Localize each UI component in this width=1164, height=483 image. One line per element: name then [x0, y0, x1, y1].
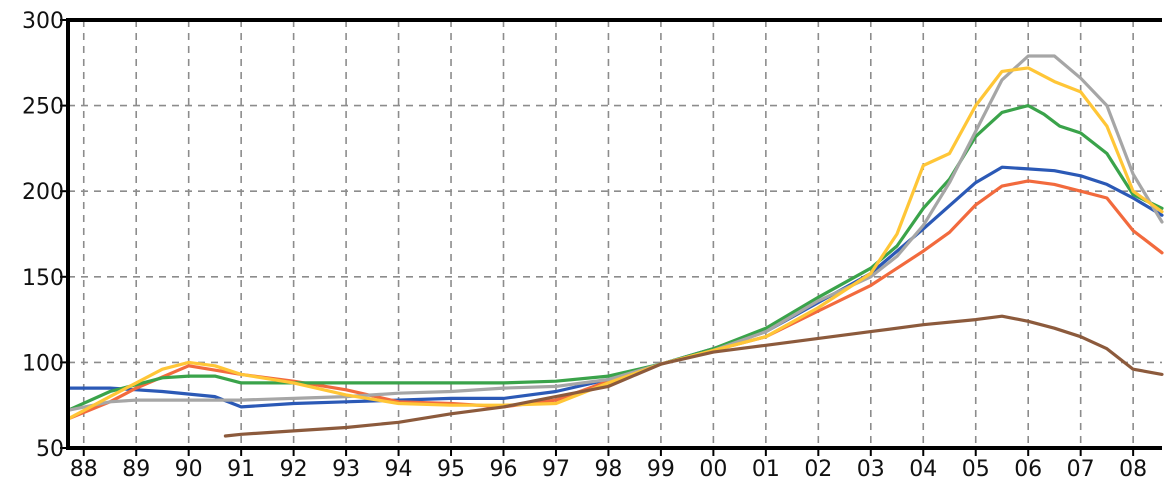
x-tick-label: 00	[699, 457, 727, 482]
x-tick-label: 04	[909, 457, 937, 482]
x-tick-label: 02	[804, 457, 832, 482]
y-tick-label: 300	[22, 9, 64, 34]
x-tick-label: 97	[542, 457, 570, 482]
x-tick-label: 95	[437, 457, 465, 482]
x-tick-labels: 88 89 90 91 92 93 94 95 96 97 98 99 00 01 02 03 04 05 06 07…	[70, 457, 1147, 482]
x-tick-label: 90	[175, 457, 203, 482]
y-tick-label: 150	[22, 266, 64, 291]
x-tick-label: 05	[962, 457, 990, 482]
x-tick-label: 89	[122, 457, 150, 482]
x-tick-label: 07	[1067, 457, 1095, 482]
y-tick-label: 250	[22, 95, 64, 120]
axes	[60, 18, 1162, 456]
y-tick-labels: 50 100 150 200 250 300	[22, 9, 64, 462]
x-tick-label: 98	[594, 457, 622, 482]
grid	[68, 20, 1162, 448]
x-tick-label: 99	[647, 457, 675, 482]
x-tick-label: 01	[752, 457, 780, 482]
x-tick-label: 06	[1014, 457, 1042, 482]
x-tick-label: 96	[490, 457, 518, 482]
series-line-3	[66, 104, 1164, 412]
series-lines	[66, 54, 1164, 438]
series-line-6	[223, 314, 1164, 438]
y-tick-label: 50	[36, 437, 64, 462]
x-tick-label: 08	[1119, 457, 1147, 482]
x-tick-label: 91	[227, 457, 255, 482]
y-tick-label: 200	[22, 180, 64, 205]
x-tick-label: 88	[70, 457, 98, 482]
x-tick-label: 93	[332, 457, 360, 482]
x-tick-label: 92	[280, 457, 308, 482]
series-line-4	[66, 54, 1164, 412]
x-tick-label: 03	[857, 457, 885, 482]
y-tick-label: 100	[22, 351, 64, 376]
x-tick-label: 94	[385, 457, 413, 482]
